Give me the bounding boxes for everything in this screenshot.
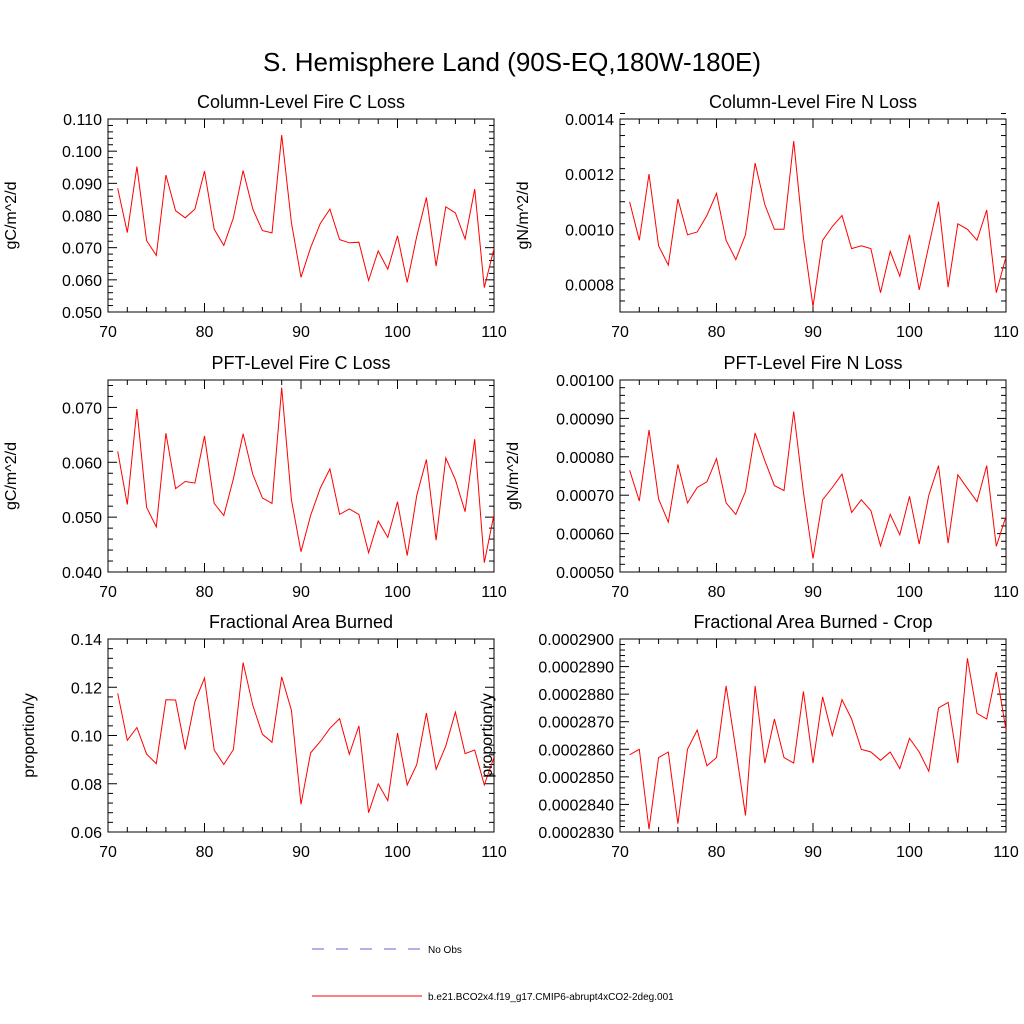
y-tick-label: 0.10 xyxy=(71,729,102,746)
x-tick-label: 100 xyxy=(896,844,923,861)
x-tick-label: 80 xyxy=(196,844,214,861)
x-tick-label: 110 xyxy=(481,584,507,601)
y-tick-label: 0.0002860 xyxy=(538,742,614,759)
series-line xyxy=(117,135,494,288)
y-tick-label: 0.0014 xyxy=(565,112,614,129)
y-tick-label: 0.080 xyxy=(62,209,102,226)
series-line xyxy=(629,141,1006,307)
x-tick-label: 110 xyxy=(993,584,1019,601)
x-tick-label: 80 xyxy=(708,584,726,601)
x-tick-label: 80 xyxy=(708,324,726,341)
y-tick-label: 0.110 xyxy=(63,112,102,129)
x-tick-label: 90 xyxy=(804,324,822,341)
y-tick-label: 0.060 xyxy=(62,273,102,290)
panel-3: PFT-Level Fire C Loss gC/m^2/d 70 80 90 100 11… xyxy=(3,353,507,601)
y-tick-label: 0.00070 xyxy=(556,488,614,505)
y-tick-label: 0.060 xyxy=(62,455,102,472)
panel-5: Fractional Area Burned proportion/y 70 80 90… xyxy=(21,612,507,861)
x-tick-label: 110 xyxy=(481,324,507,341)
x-tick-label: 70 xyxy=(611,324,629,341)
y-tick-label: 0.070 xyxy=(62,241,102,258)
panel-2: Column-Level Fire N Loss gN/m^2/d 70 80 90 10… xyxy=(515,92,1019,341)
series-line xyxy=(629,411,1006,559)
x-tick-label: 70 xyxy=(99,844,117,861)
panel-6: Fractional Area Burned - Crop proportion/… xyxy=(479,612,1019,861)
y-tick-label: 0.00090 xyxy=(556,411,614,428)
x-tick-label: 70 xyxy=(99,324,117,341)
legend-label-no-obs: No Obs xyxy=(428,945,462,956)
x-tick-label: 80 xyxy=(196,324,214,341)
x-tick-label: 110 xyxy=(993,844,1019,861)
legend-label-model: b.e21.BCO2x4.f19_g17.CMIP6-abrupt4xCO2-2… xyxy=(428,992,674,1003)
y-tick-label: 0.14 xyxy=(71,632,102,649)
figure-title: S. Hemisphere Land (90S-EQ,180W-180E) xyxy=(263,47,761,77)
x-tick-label: 70 xyxy=(611,584,629,601)
panel-title: Column-Level Fire C Loss xyxy=(197,92,405,112)
x-tick-label: 70 xyxy=(611,844,629,861)
y-tick-label: 0.050 xyxy=(62,305,102,322)
y-tick-label: 0.06 xyxy=(71,825,102,842)
series-line xyxy=(117,387,494,563)
x-tick-label: 90 xyxy=(804,844,822,861)
y-tick-label: 0.050 xyxy=(62,510,102,527)
y-tick-label: 0.0002880 xyxy=(538,687,614,704)
x-tick-label: 100 xyxy=(896,584,923,601)
panel-title: PFT-Level Fire C Loss xyxy=(211,353,390,373)
y-tick-label: 0.090 xyxy=(62,176,102,193)
y-tick-label: 0.0012 xyxy=(565,167,614,184)
series-line xyxy=(117,662,494,813)
y-tick-label: 0.0010 xyxy=(565,222,614,239)
x-tick-label: 100 xyxy=(896,324,923,341)
y-tick-label: 0.0002850 xyxy=(538,770,614,787)
panel-title: Fractional Area Burned xyxy=(209,612,393,632)
y-axis-label: gN/m^2/d xyxy=(505,442,522,510)
x-tick-label: 90 xyxy=(804,584,822,601)
x-tick-label: 80 xyxy=(708,844,726,861)
x-tick-label: 90 xyxy=(292,324,310,341)
y-tick-label: 0.00060 xyxy=(556,527,614,544)
y-tick-label: 0.070 xyxy=(62,400,102,417)
y-axis-label: gC/m^2/d xyxy=(3,442,20,510)
y-tick-label: 0.08 xyxy=(71,777,102,794)
x-tick-label: 100 xyxy=(384,584,411,601)
panel-1: Column-Level Fire C Loss gC/m^2/d 70 80 90 10… xyxy=(3,92,507,341)
y-tick-label: 0.0008 xyxy=(565,277,614,294)
y-axis-label: proportion/y xyxy=(21,693,38,778)
panel-title: Column-Level Fire N Loss xyxy=(709,92,917,112)
y-tick-label: 0.040 xyxy=(62,565,102,582)
panel-title: PFT-Level Fire N Loss xyxy=(723,353,902,373)
series-line xyxy=(629,658,1006,830)
y-tick-label: 0.0002890 xyxy=(538,660,614,677)
legend: No Obs b.e21.BCO2x4.f19_g17.CMIP6-abrupt… xyxy=(312,945,674,1003)
panel-title: Fractional Area Burned - Crop xyxy=(693,612,932,632)
y-tick-label: 0.00050 xyxy=(556,565,614,582)
x-tick-label: 90 xyxy=(292,844,310,861)
y-tick-label: 0.0002870 xyxy=(538,715,614,732)
y-tick-label: 0.0002830 xyxy=(538,825,614,842)
panels: Column-Level Fire C Loss gC/m^2/d 70 80 90 10… xyxy=(3,92,1019,861)
x-tick-label: 90 xyxy=(292,584,310,601)
y-axis-label: gN/m^2/d xyxy=(515,182,532,250)
y-axis-label: proportion/y xyxy=(479,693,496,778)
y-tick-label: 0.12 xyxy=(71,680,102,697)
x-tick-label: 100 xyxy=(384,844,411,861)
y-axis-label: gC/m^2/d xyxy=(3,182,20,250)
x-tick-label: 70 xyxy=(99,584,117,601)
y-tick-label: 0.0002900 xyxy=(538,632,614,649)
x-tick-label: 110 xyxy=(481,844,507,861)
x-tick-label: 110 xyxy=(993,324,1019,341)
x-tick-label: 100 xyxy=(384,324,411,341)
panel-4: PFT-Level Fire N Loss gN/m^2/d 70 80 90 100 11… xyxy=(505,353,1019,601)
x-tick-label: 80 xyxy=(196,584,214,601)
y-tick-label: 0.00080 xyxy=(556,450,614,467)
y-tick-label: 0.0002840 xyxy=(538,797,614,814)
y-tick-label: 0.00100 xyxy=(556,373,614,390)
y-tick-label: 0.100 xyxy=(62,144,102,161)
